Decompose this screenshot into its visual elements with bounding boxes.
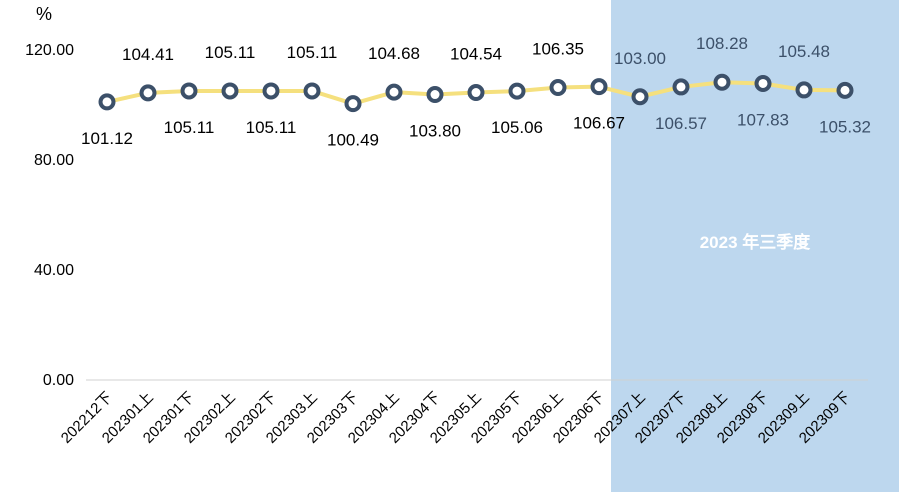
data-point-marker [303,82,321,100]
data-label: 105.11 [164,118,215,137]
data-label: 105.11 [246,118,297,137]
data-point-marker [549,79,567,97]
data-label: 104.68 [368,44,420,63]
data-label: 105.32 [819,117,871,136]
data-label: 106.67 [573,114,625,133]
data-point-marker [754,74,772,92]
data-point-marker [631,88,649,106]
data-label: 108.28 [696,34,748,53]
data-label: 104.54 [450,45,502,64]
data-point-marker [672,78,690,96]
data-point-marker [795,81,813,99]
data-point-marker [262,82,280,100]
data-label: 105.11 [205,43,256,62]
data-label: 101.12 [81,129,133,148]
data-label: 105.48 [778,42,830,61]
data-point-marker [426,86,444,104]
data-label: 105.11 [287,43,338,62]
data-label: 106.57 [655,114,707,133]
y-tick-label: 80.00 [34,152,74,169]
y-tick-label: 0.00 [43,372,74,389]
data-point-marker [713,73,731,91]
y-tick-label: 40.00 [34,262,74,279]
data-point-marker [344,95,362,113]
data-point-marker [385,83,403,101]
data-labels: 101.12 104.41 105.11 105.11 105.11 105.11 100.… [81,34,871,149]
data-label: 107.83 [737,110,789,129]
data-label: 105.06 [491,118,543,137]
y-axis-ticks: 0.00 40.00 80.00 120.00 [25,42,74,389]
data-label: 100.49 [327,131,379,150]
data-point-marker [467,84,485,102]
data-point-marker [508,82,526,100]
y-axis-unit: % [36,4,52,24]
data-point-marker [590,78,608,96]
data-point-marker [180,82,198,100]
data-label: 103.80 [409,122,461,141]
y-tick-label: 120.00 [25,42,74,59]
data-point-marker [221,82,239,100]
data-point-marker [139,84,157,102]
data-label: 103.00 [614,49,666,68]
data-point-marker [836,81,854,99]
data-label: 106.35 [532,40,584,59]
series-markers [98,73,854,113]
data-point-marker [98,93,116,111]
data-label: 104.41 [122,45,174,64]
highlight-label: 2023 年三季度 [700,232,812,252]
